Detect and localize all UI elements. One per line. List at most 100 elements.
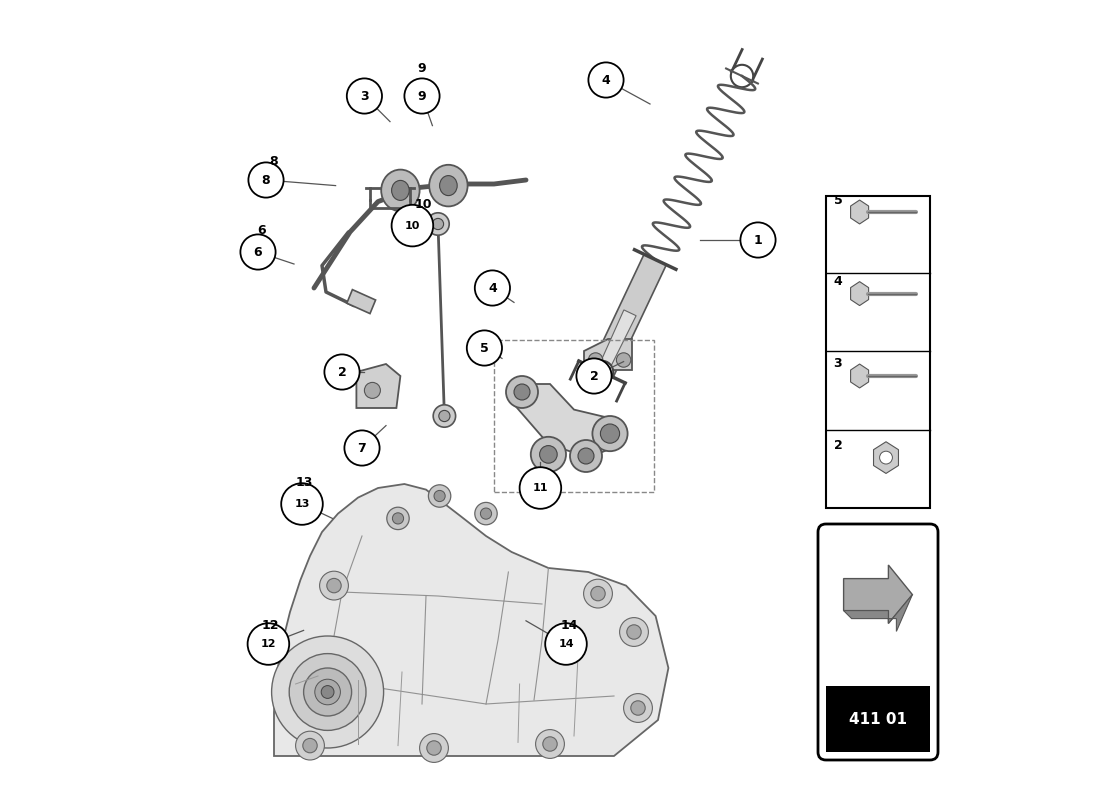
Text: 2: 2 [590,370,598,382]
Circle shape [531,437,566,472]
Circle shape [241,234,276,270]
Text: 3: 3 [360,90,368,102]
Circle shape [593,416,628,451]
Circle shape [880,451,892,464]
Circle shape [282,483,322,525]
Ellipse shape [440,176,458,196]
Text: 2: 2 [834,439,843,452]
Polygon shape [850,364,869,388]
Polygon shape [346,290,375,314]
Text: 411 01: 411 01 [849,711,908,726]
Polygon shape [274,484,669,756]
Circle shape [616,353,630,367]
Circle shape [591,361,613,383]
Bar [494,340,654,492]
Circle shape [481,508,492,519]
Polygon shape [844,594,912,631]
Text: 2: 2 [338,366,346,378]
Text: 13: 13 [296,476,314,489]
Text: 4: 4 [602,74,610,86]
Circle shape [540,446,558,463]
Text: 13: 13 [295,499,310,509]
Text: 1: 1 [754,234,762,246]
Text: 14: 14 [558,639,574,649]
Circle shape [542,737,558,751]
Text: 4: 4 [834,275,843,288]
Text: 4: 4 [488,282,497,294]
Ellipse shape [382,170,419,211]
Text: 6: 6 [257,224,266,237]
Text: 8: 8 [262,174,271,186]
Circle shape [434,490,446,502]
Circle shape [588,62,624,98]
FancyBboxPatch shape [818,524,938,760]
Ellipse shape [429,165,468,206]
Circle shape [364,382,381,398]
Circle shape [514,384,530,400]
Text: 10: 10 [415,198,432,210]
Text: 12: 12 [261,639,276,649]
Text: 3: 3 [834,358,843,370]
Circle shape [630,701,646,715]
Circle shape [466,330,502,366]
Bar [826,196,930,508]
Circle shape [427,741,441,755]
Text: 9: 9 [418,90,427,102]
Circle shape [506,376,538,408]
Circle shape [405,78,440,114]
Circle shape [248,623,289,665]
Polygon shape [597,310,636,374]
Text: 6: 6 [254,246,262,258]
Circle shape [588,353,603,367]
Circle shape [387,507,409,530]
Circle shape [627,625,641,639]
Circle shape [324,354,360,390]
Polygon shape [873,442,899,474]
Polygon shape [512,384,621,458]
Circle shape [584,579,613,608]
Circle shape [315,679,340,705]
Circle shape [591,586,605,601]
Text: 9: 9 [418,62,427,74]
Circle shape [427,213,449,235]
Text: 12: 12 [262,619,278,632]
Circle shape [433,405,455,427]
Circle shape [578,448,594,464]
Circle shape [419,734,449,762]
Circle shape [439,410,450,422]
Circle shape [475,502,497,525]
Circle shape [730,65,754,87]
Text: 8: 8 [270,155,278,168]
Circle shape [601,424,619,443]
Circle shape [624,694,652,722]
Polygon shape [356,364,400,408]
Circle shape [346,78,382,114]
Text: 14: 14 [561,619,578,632]
Text: 10: 10 [405,221,420,230]
Polygon shape [584,339,631,370]
Circle shape [536,730,564,758]
Circle shape [619,618,648,646]
Circle shape [320,571,349,600]
Circle shape [546,623,586,665]
Text: 11: 11 [532,483,548,493]
Circle shape [475,270,510,306]
Circle shape [302,738,317,753]
Circle shape [272,636,384,748]
Polygon shape [850,282,869,306]
Text: 5: 5 [480,342,488,354]
Circle shape [321,686,334,698]
Circle shape [519,467,561,509]
Circle shape [327,578,341,593]
Bar [826,686,930,752]
Text: 7: 7 [358,442,366,454]
Circle shape [393,513,404,524]
Circle shape [304,668,352,716]
Polygon shape [850,200,869,224]
Circle shape [289,654,366,730]
Circle shape [576,358,612,394]
Circle shape [249,162,284,198]
Circle shape [296,731,324,760]
Circle shape [344,430,380,466]
Circle shape [392,205,433,246]
